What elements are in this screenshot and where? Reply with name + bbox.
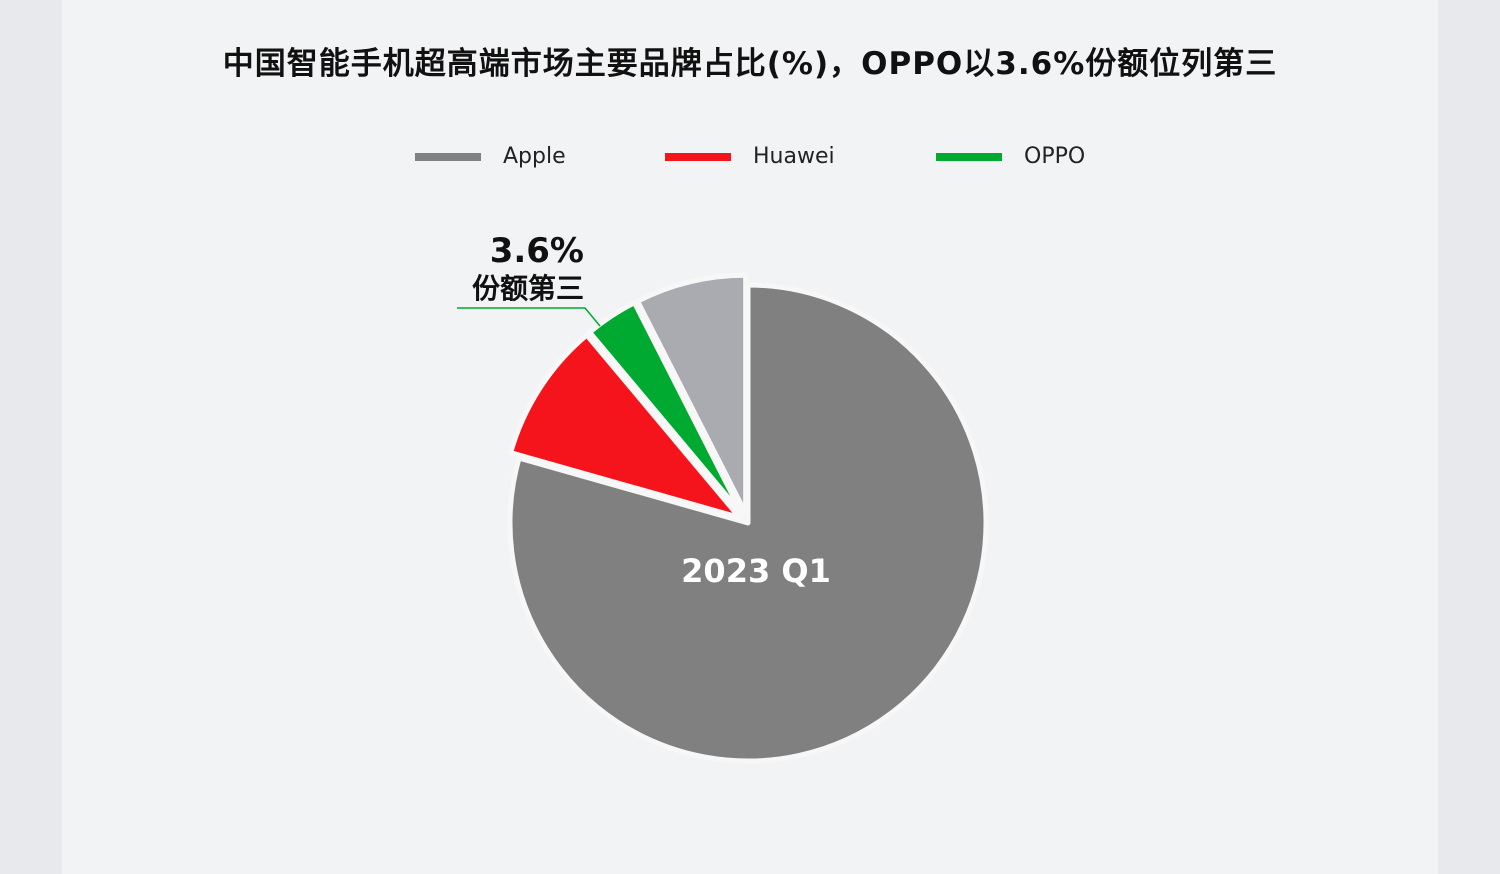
pie-slice-other xyxy=(635,272,749,516)
annotation-leader-line xyxy=(457,307,601,327)
annotation-value: 3.6% xyxy=(490,231,584,271)
legend-item-apple: Apple xyxy=(415,144,566,169)
annotation-text: 份额第三 xyxy=(472,272,584,305)
legend-swatch xyxy=(665,152,731,161)
legend-swatch xyxy=(415,152,481,161)
legend: Apple Huawei OPPO xyxy=(0,144,1500,174)
legend-swatch xyxy=(936,152,1002,161)
legend-label: OPPO xyxy=(1024,144,1086,169)
pie-slice-huawei xyxy=(508,332,743,521)
chart-title: 中国智能手机超高端市场主要品牌占比(%)，OPPO以3.6%份额位列第三 xyxy=(222,46,1278,82)
legend-label: Huawei xyxy=(753,144,835,169)
legend-item-oppo: OPPO xyxy=(936,144,1085,169)
legend-item-huawei: Huawei xyxy=(665,144,835,169)
pie-slice-oppo xyxy=(587,300,745,518)
pie-slice-apple xyxy=(507,282,989,764)
legend-label: Apple xyxy=(503,144,566,169)
center-label: 2023 Q1 xyxy=(681,552,831,590)
